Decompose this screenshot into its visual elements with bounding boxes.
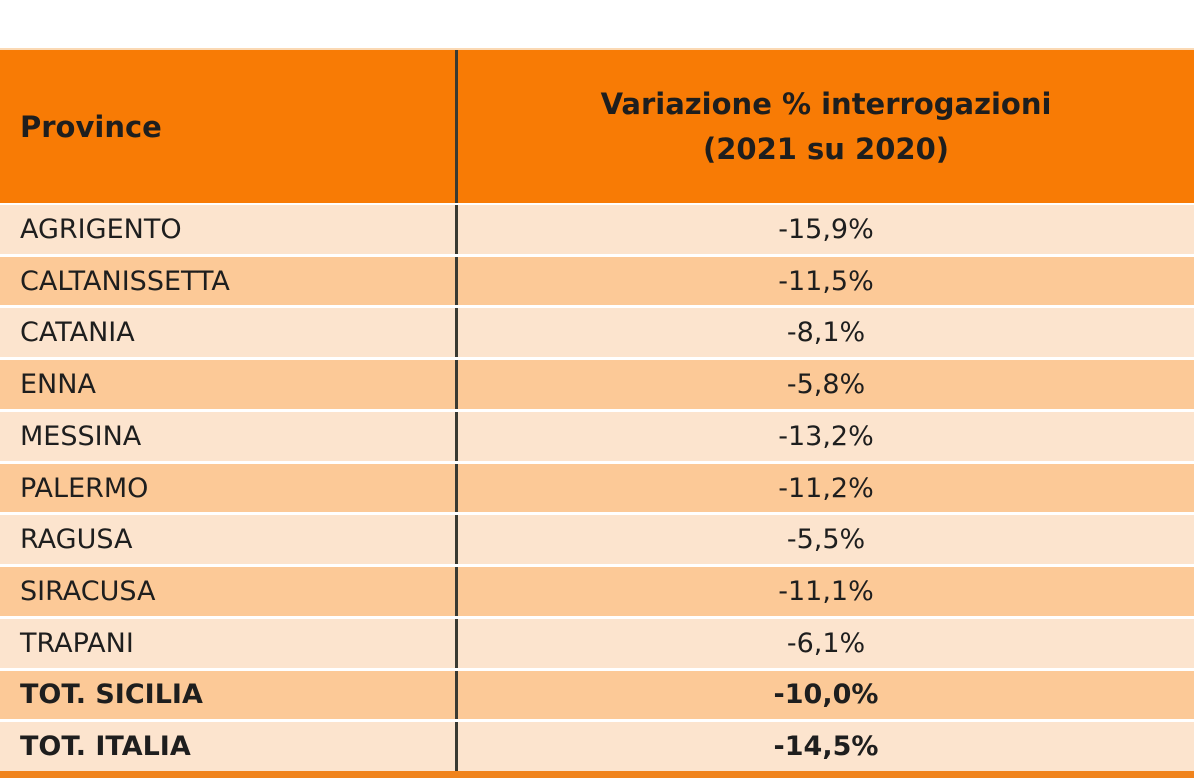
table-row: TOT. ITALIA -14,5% bbox=[0, 722, 1194, 772]
province-name-cell: TRAPANI bbox=[20, 627, 134, 659]
table-row: MESSINA -13,2% bbox=[0, 411, 1194, 464]
variation-value-cell: -10,0% bbox=[455, 670, 1194, 720]
header-variation-line2: (2021 su 2020) bbox=[702, 131, 950, 166]
variation-value-cell: -5,5% bbox=[455, 515, 1194, 565]
province-name-cell: AGRIGENTO bbox=[20, 213, 182, 245]
variation-value-cell: -8,1% bbox=[455, 308, 1194, 358]
province-name-cell: TOT. ITALIA bbox=[20, 731, 191, 763]
province-name-cell: MESSINA bbox=[20, 420, 142, 452]
variation-value-cell: -5,8% bbox=[455, 360, 1194, 409]
variation-value-cell: -6,1% bbox=[455, 618, 1194, 668]
table-row: CATANIA -8,1% bbox=[0, 308, 1194, 361]
table-row: RAGUSA -5,5% bbox=[0, 515, 1194, 568]
province-name-cell: CALTANISSETTA bbox=[20, 265, 230, 297]
variation-value-cell: -11,2% bbox=[455, 463, 1194, 513]
header-cell-variation: Variazione % interrogazioni (2021 su 202… bbox=[455, 50, 1194, 203]
header-variation-line1: Variazione % interrogazioni bbox=[600, 86, 1052, 121]
bottom-strip bbox=[0, 771, 1194, 778]
variation-value-cell: -11,5% bbox=[455, 256, 1194, 306]
variation-value-cell: -13,2% bbox=[455, 411, 1194, 461]
province-name-cell: TOT. SICILIA bbox=[20, 679, 203, 711]
table-row: TRAPANI -6,1% bbox=[0, 618, 1194, 671]
table-row: ENNA -5,8% bbox=[0, 360, 1194, 412]
variation-value-cell: -11,1% bbox=[455, 567, 1194, 616]
province-name-cell: SIRACUSA bbox=[20, 576, 156, 607]
table-row: SIRACUSA -11,1% bbox=[0, 567, 1194, 619]
variation-value-cell: -14,5% bbox=[455, 722, 1194, 772]
province-name-cell: CATANIA bbox=[20, 317, 135, 349]
province-variation-table: Province Variazione % interrogazioni (20… bbox=[0, 48, 1194, 778]
table-row: PALERMO -11,2% bbox=[0, 463, 1194, 516]
header-cell-province: Province bbox=[20, 109, 162, 144]
table-row: AGRIGENTO -15,9% bbox=[0, 205, 1194, 257]
province-name-cell: PALERMO bbox=[20, 472, 149, 504]
province-name-cell: RAGUSA bbox=[20, 524, 133, 556]
table-header-row: Province Variazione % interrogazioni (20… bbox=[0, 48, 1194, 205]
table-row: TOT. SICILIA -10,0% bbox=[0, 670, 1194, 723]
table-row: CALTANISSETTA -11,5% bbox=[0, 256, 1194, 309]
table-body: AGRIGENTO -15,9% CALTANISSETTA -11,5% CA… bbox=[0, 205, 1194, 772]
province-name-cell: ENNA bbox=[20, 369, 96, 401]
variation-value-cell: -15,9% bbox=[455, 205, 1194, 254]
